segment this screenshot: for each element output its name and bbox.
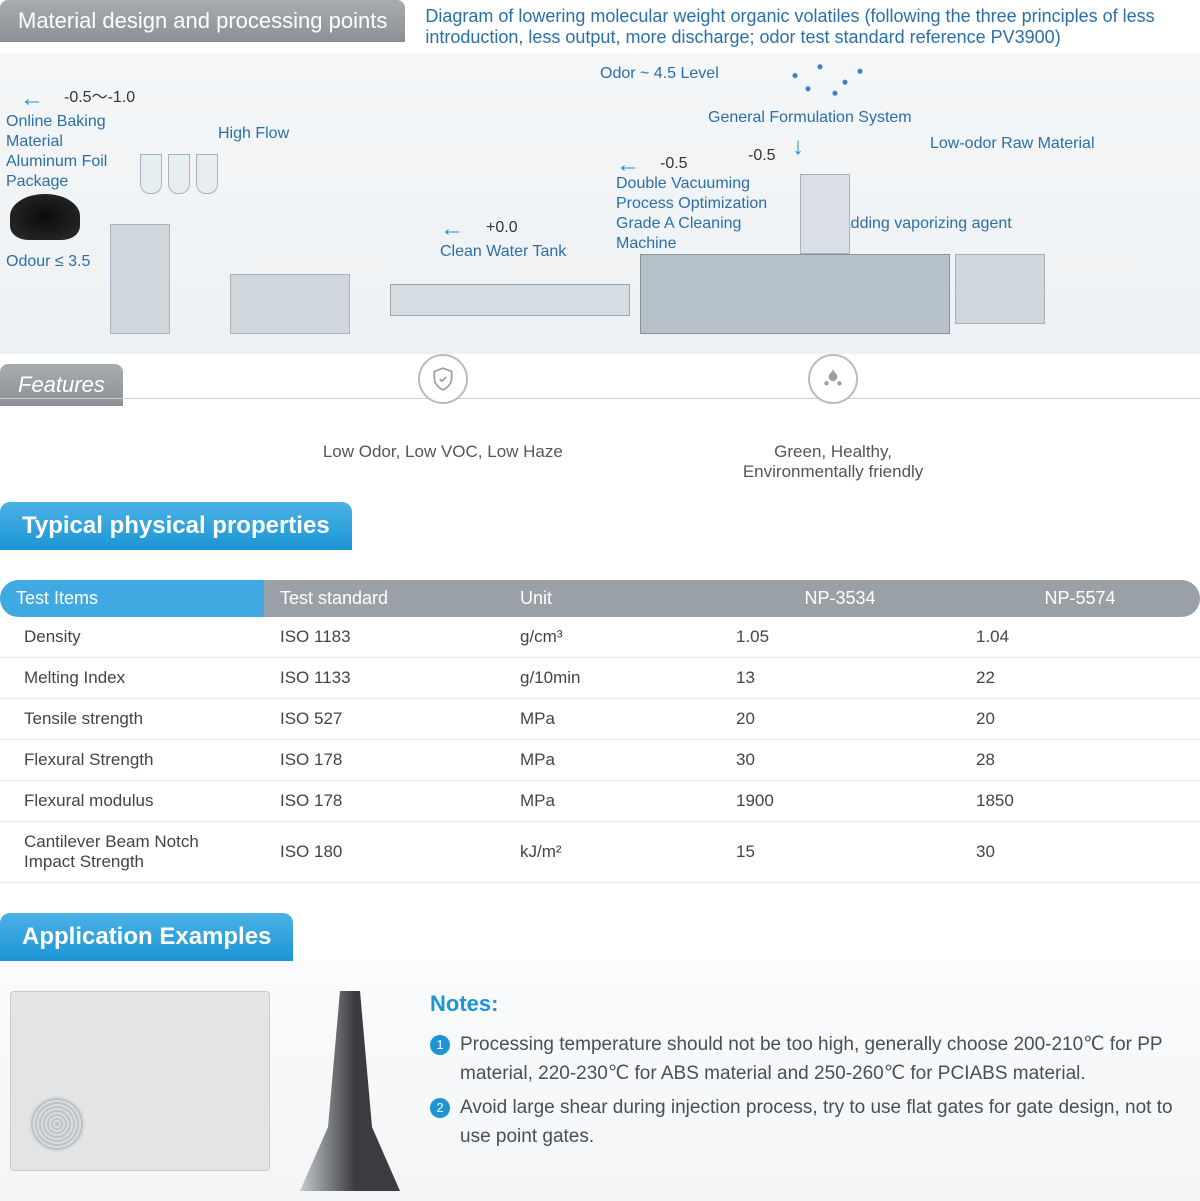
- col-test-items: Test Items: [0, 580, 264, 617]
- adding-agent-label: Adding vaporizing agent: [840, 214, 1012, 234]
- col-unit: Unit: [504, 580, 720, 617]
- table-cell: ISO 178: [264, 781, 504, 822]
- properties-title: Typical physical properties: [0, 502, 352, 550]
- bullet-icon: 2: [430, 1098, 450, 1118]
- clean-tank-label: Clean Water Tank: [440, 242, 566, 262]
- arrow-left-icon: ←: [20, 84, 44, 114]
- table-cell: 1.05: [720, 617, 960, 658]
- application-section: Application Examples Notes: 1 Processing…: [0, 913, 1200, 1201]
- note-item: 1 Processing temperature should not be t…: [430, 1031, 1190, 1088]
- table-row: Tensile strengthISO 527MPa2020: [0, 699, 1200, 740]
- table-cell: MPa: [504, 740, 720, 781]
- arrow-down-icon: ↓: [792, 132, 804, 162]
- door-panel-image: [10, 991, 270, 1171]
- table-cell: 1.04: [960, 617, 1200, 658]
- table-row: Flexural modulusISO 178MPa19001850: [0, 781, 1200, 822]
- aux-machine-graphic-2: [955, 254, 1045, 324]
- table-row: DensityISO 1183g/cm³1.051.04: [0, 617, 1200, 658]
- feature-item: Low Odor, Low VOC, Low Haze: [323, 364, 563, 462]
- material-design-header-row: Material design and processing points Di…: [0, 0, 1200, 48]
- material-design-title: Material design and processing points: [0, 0, 405, 42]
- aux-machine-graphic-1: [230, 274, 350, 334]
- application-title: Application Examples: [0, 913, 293, 961]
- table-cell: 15: [720, 822, 960, 883]
- value-a: -0.5: [748, 146, 776, 166]
- table-cell: MPa: [504, 699, 720, 740]
- features-section: Features Low Odor, Low VOC, Low Haze Gre…: [0, 364, 1200, 482]
- table-cell: 30: [720, 740, 960, 781]
- table-cell: Melting Index: [0, 658, 264, 699]
- table-cell: Cantilever Beam Notch Impact Strength: [0, 822, 264, 883]
- table-cell: 30: [960, 822, 1200, 883]
- table-cell: MPa: [504, 781, 720, 822]
- properties-table: Test Items Test standard Unit NP-3534 NP…: [0, 580, 1200, 883]
- table-cell: 20: [720, 699, 960, 740]
- table-cell: 28: [960, 740, 1200, 781]
- odor-level-label: Odor ~ 4.5 Level: [600, 64, 719, 84]
- properties-section: Typical physical properties Test Items T…: [0, 502, 1200, 883]
- double-vacuum-label: Double Vacuuming Process Optimization Gr…: [616, 174, 767, 254]
- notes-title: Notes:: [430, 991, 1190, 1017]
- features-title: Features: [0, 364, 123, 406]
- table-row: Flexural StrengthISO 178MPa3028: [0, 740, 1200, 781]
- table-cell: 1850: [960, 781, 1200, 822]
- col-test-standard: Test standard: [264, 580, 504, 617]
- features-items: Low Odor, Low VOC, Low Haze Green, Healt…: [123, 364, 923, 482]
- baking-machine-graphic: [110, 224, 170, 334]
- note-text: Avoid large shear during injection proce…: [460, 1094, 1190, 1151]
- odour-le-label: Odour ≤ 3.5: [6, 252, 90, 272]
- water-tank-graphic: [390, 284, 630, 316]
- leaf-icon: [808, 354, 858, 404]
- table-cell: Density: [0, 617, 264, 658]
- low-odor-raw-label: Low-odor Raw Material: [930, 134, 1095, 154]
- table-cell: ISO 1183: [264, 617, 504, 658]
- table-cell: ISO 178: [264, 740, 504, 781]
- table-cell: ISO 180: [264, 822, 504, 883]
- feed-hopper-graphic: [800, 174, 850, 254]
- pellets-graphic: [10, 194, 80, 240]
- table-header-row: Test Items Test standard Unit NP-3534 NP…: [0, 580, 1200, 617]
- table-cell: 20: [960, 699, 1200, 740]
- table-cell: 22: [960, 658, 1200, 699]
- table-cell: kJ/m²: [504, 822, 720, 883]
- col-np5574: NP-5574: [960, 580, 1200, 617]
- value-c: +0.0: [486, 218, 518, 238]
- general-formulation-label: General Formulation System: [708, 108, 912, 128]
- table-cell: ISO 1133: [264, 658, 504, 699]
- hoppers-graphic: [140, 154, 218, 194]
- value-b: -0.5: [660, 154, 688, 174]
- table-cell: g/10min: [504, 658, 720, 699]
- feature-text: Green, Healthy, Environmentally friendly: [743, 442, 923, 482]
- col-np3534: NP-3534: [720, 580, 960, 617]
- table-cell: ISO 527: [264, 699, 504, 740]
- note-item: 2 Avoid large shear during injection pro…: [430, 1094, 1190, 1151]
- table-row: Cantilever Beam Notch Impact StrengthISO…: [0, 822, 1200, 883]
- baking-label: Online Baking Material Aluminum Foil Pac…: [6, 112, 107, 192]
- feature-text: Low Odor, Low VOC, Low Haze: [323, 442, 563, 462]
- bullet-icon: 1: [430, 1035, 450, 1055]
- speckle-graphic: [780, 58, 880, 102]
- material-design-description: Diagram of lowering molecular weight org…: [425, 0, 1200, 48]
- notes-block: Notes: 1 Processing temperature should n…: [430, 991, 1190, 1191]
- shield-icon: [418, 354, 468, 404]
- high-flow-label: High Flow: [218, 124, 289, 144]
- process-diagram: Odor ~ 4.5 Level General Formulation Sys…: [0, 54, 1200, 354]
- table-cell: 13: [720, 658, 960, 699]
- table-cell: Flexural Strength: [0, 740, 264, 781]
- feature-item: Green, Healthy, Environmentally friendly: [743, 364, 923, 482]
- extruder-graphic: [640, 254, 950, 334]
- arrow-left-icon: ←: [440, 214, 464, 244]
- table-cell: g/cm³: [504, 617, 720, 658]
- value-d: -0.5～-1.0: [64, 88, 135, 108]
- table-cell: 1900: [720, 781, 960, 822]
- pillar-trim-image: [300, 991, 400, 1191]
- table-cell: Tensile strength: [0, 699, 264, 740]
- table-row: Melting IndexISO 1133g/10min1322: [0, 658, 1200, 699]
- note-text: Processing temperature should not be too…: [460, 1031, 1190, 1088]
- table-cell: Flexural modulus: [0, 781, 264, 822]
